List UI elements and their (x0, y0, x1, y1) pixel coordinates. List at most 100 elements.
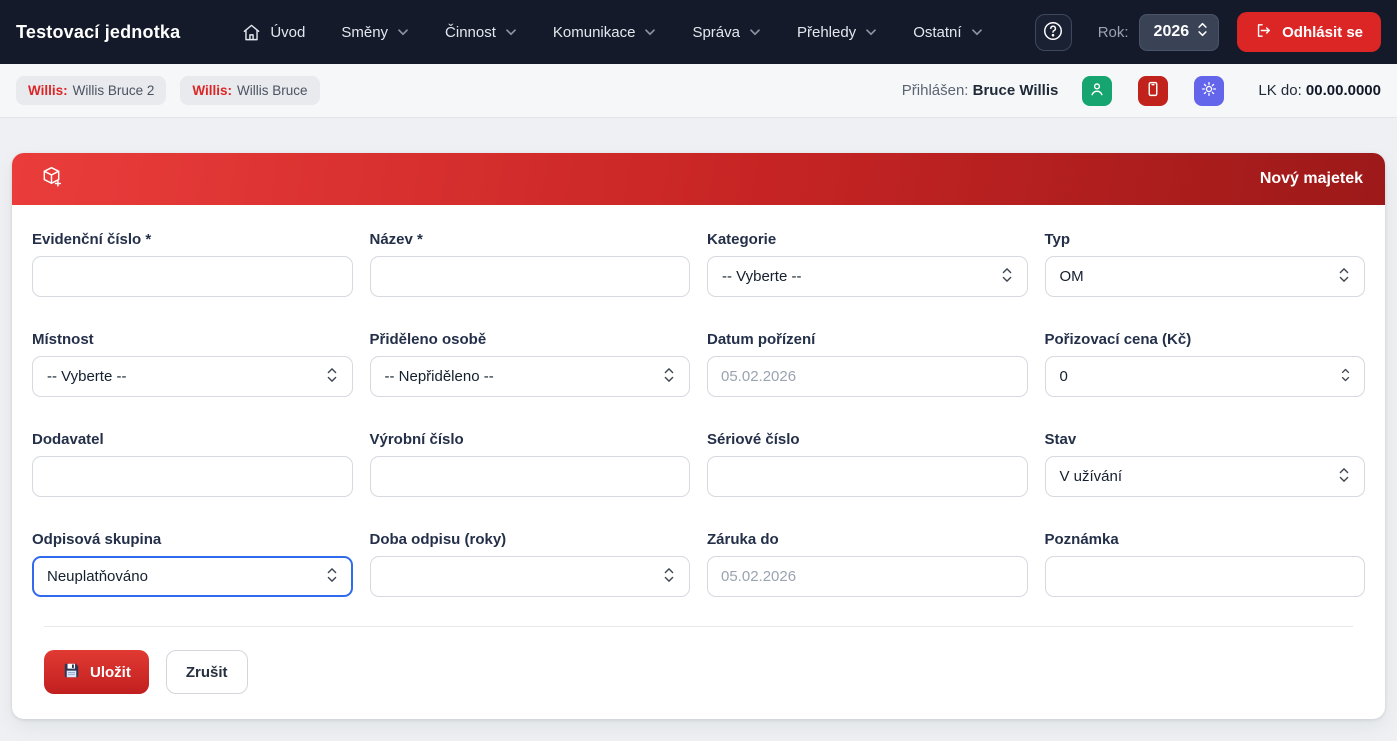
status-right-cluster: Přihlášen: Bruce Willis LK do: 00.00.000… (902, 75, 1381, 106)
field-porizovaci-cena: Pořizovací cena (Kč) (1044, 331, 1365, 397)
field-nazev: Název * (369, 231, 690, 297)
nav-item-label: Úvod (270, 23, 306, 41)
box-plus-icon (40, 165, 63, 193)
logged-in-label: Přihlášen: (901, 82, 969, 99)
field-label: Výrobní číslo (369, 431, 464, 448)
card-title: Nový majetek (1259, 170, 1363, 187)
badge-prefix: Willis: (192, 83, 233, 98)
select-spinner-icon (326, 566, 338, 588)
chevron-down-icon (644, 26, 656, 38)
stav-select[interactable]: V užívání (1044, 456, 1365, 497)
nav-item-cinnost[interactable]: Činnost (445, 24, 517, 41)
nav-item-uvod[interactable]: Úvod (242, 23, 305, 42)
chevron-down-icon (971, 26, 983, 38)
user-profile-button[interactable] (1082, 75, 1113, 106)
lk-label: LK do: (1258, 82, 1302, 99)
evidencni-cislo-input[interactable] (32, 256, 353, 297)
theme-brightness-button[interactable] (1194, 75, 1225, 106)
badge-text: Willis Bruce 2 (72, 83, 155, 98)
nav-item-label: Správa (692, 23, 740, 41)
nav-item-ostatni[interactable]: Ostatní (913, 24, 982, 41)
nav-item-prehledy[interactable]: Přehledy (797, 24, 877, 41)
porizovaci-cena-wrap (1044, 356, 1365, 397)
mistnost-select[interactable]: -- Vyberte -- (32, 356, 353, 397)
field-label: Stav (1044, 431, 1077, 448)
mobile-device-button[interactable] (1138, 75, 1169, 106)
select-value: -- Nepřiděleno -- (384, 368, 494, 385)
field-label: Dodavatel (32, 431, 104, 448)
nazev-input[interactable] (369, 256, 690, 297)
chevron-down-icon (397, 26, 409, 38)
nav-item-label: Komunikace (552, 23, 636, 41)
datum-porizeni-input[interactable] (707, 356, 1028, 397)
select-spinner-icon (1001, 266, 1013, 288)
form-actions: Uložit Zrušit (32, 650, 1365, 694)
number-spinner-icon[interactable] (1340, 366, 1351, 387)
nav-item-label: Směny (341, 23, 389, 41)
main-nav: Úvod Směny Činnost Komunikace Správa Pře… (242, 23, 982, 42)
select-value: -- Vyberte -- (722, 268, 802, 285)
field-vyrobni-cislo: Výrobní číslo (369, 431, 690, 497)
kategorie-select[interactable]: -- Vyberte -- (707, 256, 1028, 297)
select-value: V užívání (1059, 468, 1123, 485)
field-label: Kategorie (707, 231, 777, 248)
vyrobni-cislo-input[interactable] (369, 456, 690, 497)
dodavatel-input[interactable] (32, 456, 353, 497)
field-kategorie: Kategorie -- Vyberte -- (707, 231, 1028, 297)
select-spinner-icon (663, 366, 675, 388)
field-prideleno-osobe: Přiděleno osobě -- Nepřiděleno -- (369, 331, 690, 397)
logout-icon (1255, 22, 1272, 43)
user-icon (1088, 80, 1106, 101)
floppy-icon (62, 661, 81, 684)
nav-item-sprava[interactable]: Správa (692, 24, 761, 41)
field-seriove-cislo: Sériové číslo (707, 431, 1028, 497)
field-label: Přiděleno osobě (369, 331, 487, 348)
doba-odpisu-select[interactable] (369, 556, 690, 597)
top-navbar: Testovací jednotka Úvod Směny Činnost Ko… (0, 0, 1397, 64)
nav-item-label: Přehledy (796, 23, 857, 41)
select-spinner-icon (1338, 266, 1350, 288)
odpisova-skupina-select[interactable]: Neuplatňováno (32, 556, 353, 597)
logged-in-status: Přihlášen: Bruce Willis (902, 82, 1059, 99)
status-bar: Willis: Willis Bruce 2 Willis: Willis Br… (0, 64, 1397, 118)
save-label: Uložit (90, 663, 131, 681)
context-badge: Willis: Willis Bruce 2 (16, 76, 167, 105)
help-button[interactable] (1034, 13, 1072, 51)
save-button[interactable]: Uložit (44, 650, 149, 694)
field-label: Evidenční číslo * (32, 231, 152, 248)
nav-item-komunikace[interactable]: Komunikace (553, 24, 657, 41)
cancel-button[interactable]: Zrušit (165, 650, 248, 694)
context-badge: Willis: Willis Bruce (180, 76, 320, 105)
field-label: Poznámka (1044, 531, 1119, 548)
field-label: Místnost (32, 331, 94, 348)
form-divider (44, 626, 1353, 627)
lk-value: 00.00.0000 (1305, 82, 1381, 99)
home-icon (242, 23, 261, 42)
typ-select[interactable]: OM (1044, 256, 1365, 297)
chevron-down-icon (749, 26, 761, 38)
year-select[interactable]: 2026 (1138, 13, 1220, 51)
chevron-down-icon (865, 26, 877, 38)
lk-status: LK do: 00.00.0000 (1258, 82, 1381, 99)
field-label: Název * (369, 231, 423, 248)
nav-item-smeny[interactable]: Směny (341, 24, 409, 41)
context-badges: Willis: Willis Bruce 2 Willis: Willis Br… (16, 76, 320, 105)
zaruka-do-input[interactable] (707, 556, 1028, 597)
seriove-cislo-input[interactable] (707, 456, 1028, 497)
field-stav: Stav V užívání (1044, 431, 1365, 497)
prideleno-osobe-select[interactable]: -- Nepřiděleno -- (369, 356, 690, 397)
field-doba-odpisu: Doba odpisu (roky) (369, 531, 690, 597)
poznamka-input[interactable] (1044, 556, 1365, 597)
field-label: Datum pořízení (707, 331, 816, 348)
field-poznamka: Poznámka (1044, 531, 1365, 597)
field-label: Doba odpisu (roky) (369, 531, 507, 548)
field-mistnost: Místnost -- Vyberte -- (32, 331, 353, 397)
field-datum-porizeni: Datum pořízení (707, 331, 1028, 397)
porizovaci-cena-input[interactable] (1045, 357, 1364, 396)
field-label: Sériové číslo (707, 431, 800, 448)
new-asset-card: Nový majetek Evidenční číslo * Název * K… (12, 153, 1385, 719)
logout-button[interactable]: Odhlásit se (1237, 12, 1381, 52)
nav-item-label: Činnost (445, 23, 496, 41)
sun-icon (1200, 80, 1218, 101)
select-value: OM (1059, 268, 1084, 285)
